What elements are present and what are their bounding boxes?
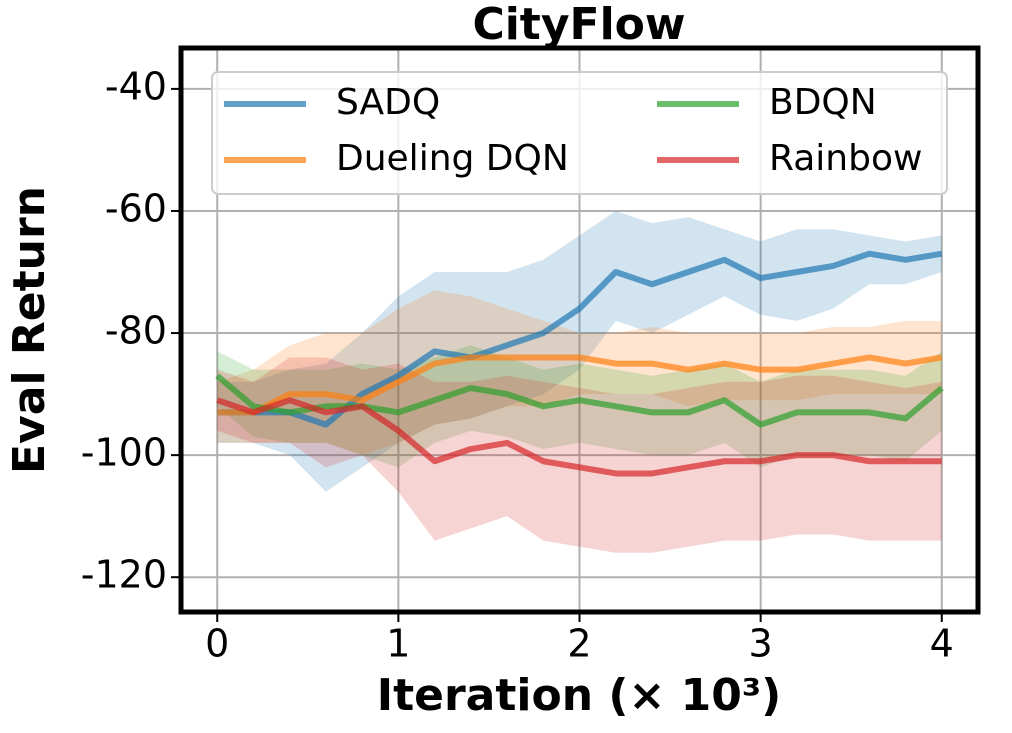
legend-label: SADQ [336, 82, 440, 123]
y-axis-label: Eval Return [4, 186, 55, 474]
legend-box [211, 71, 948, 195]
x-tick-label: 1 [386, 622, 410, 666]
x-tick-label: 0 [205, 622, 229, 666]
legend-label: Dueling DQN [336, 138, 569, 179]
x-tick-label: 4 [930, 622, 954, 666]
legend-label: BDQN [769, 82, 877, 123]
plot-area [181, 48, 978, 612]
x-axis-label: Iteration (× 10³) [377, 670, 782, 721]
plot-frame [178, 45, 981, 615]
series-line [217, 250, 943, 428]
confidence-band [217, 357, 942, 553]
series-line [215, 373, 944, 428]
y-tick-label: -100 [81, 431, 167, 475]
series-line [217, 354, 943, 416]
y-tick-label: -80 [105, 309, 167, 353]
chart-title: CityFlow [472, 0, 685, 50]
series-line [216, 397, 942, 477]
y-tick-label: -40 [105, 64, 167, 108]
x-tick-label: 2 [567, 622, 591, 666]
y-tick-label: -120 [81, 553, 167, 597]
x-tick-label: 3 [749, 622, 773, 666]
confidence-band [217, 210, 942, 492]
legend-label: Rainbow [769, 138, 922, 179]
y-tick-label: -60 [105, 186, 167, 230]
